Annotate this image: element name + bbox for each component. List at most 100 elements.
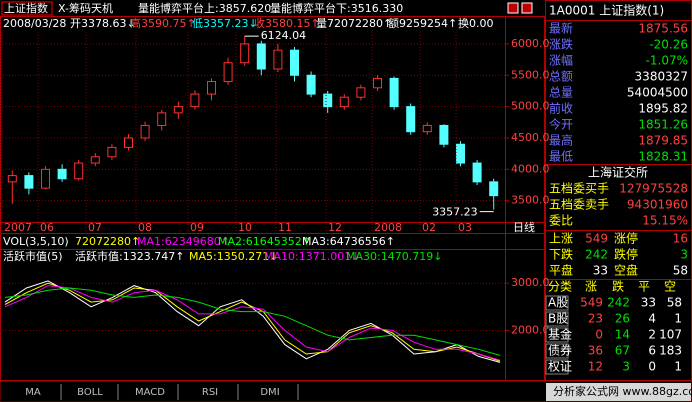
table-cell: B股 bbox=[548, 312, 568, 326]
y-tick-label: 4000.0 bbox=[511, 162, 550, 175]
table-cell: 58 bbox=[667, 296, 682, 310]
breadth-label: 下跌 bbox=[549, 247, 573, 262]
quote-value: -20.26 bbox=[649, 38, 688, 52]
table-cell: 0 bbox=[648, 360, 656, 374]
footer-band bbox=[546, 383, 691, 401]
x-tick-label: 2008 bbox=[374, 221, 402, 234]
table-cell: A股 bbox=[548, 296, 568, 310]
candle-body bbox=[389, 77, 399, 108]
candle-body bbox=[472, 162, 482, 183]
candle-body bbox=[273, 49, 283, 70]
volume-header: VOL(3,5,10) bbox=[3, 235, 69, 248]
quote-item: 额9259254↑ bbox=[388, 17, 457, 30]
order-value: 15.15% bbox=[642, 214, 688, 228]
table-cell: 债券 bbox=[548, 343, 572, 358]
candle-body bbox=[140, 124, 150, 139]
table-cell: 14 bbox=[615, 328, 630, 342]
x-tick-label: 03 bbox=[458, 221, 472, 234]
tab[interactable]: RSI bbox=[202, 387, 218, 398]
indicator-line bbox=[4, 287, 501, 356]
candle-body bbox=[24, 175, 34, 189]
x-tick-label: 11 bbox=[278, 221, 292, 234]
table-cell: 4 bbox=[648, 312, 656, 326]
x-tick-label: 02 bbox=[422, 221, 436, 234]
window-button[interactable] bbox=[521, 2, 533, 14]
symbol: 上证指数 bbox=[4, 1, 48, 15]
table-cell: 67 bbox=[615, 344, 630, 358]
candle-body bbox=[356, 87, 366, 98]
indicator-header: 活跃市值(5) bbox=[3, 249, 63, 263]
table-cell: 权证 bbox=[548, 360, 572, 374]
quote-item: 开3378.63↓ bbox=[70, 17, 136, 30]
candle-body bbox=[306, 74, 316, 95]
quote-value: 54004500 bbox=[627, 86, 688, 100]
order-value: 94301960 bbox=[627, 198, 688, 212]
candle-body bbox=[422, 124, 432, 133]
x-tick-label: 12 bbox=[328, 221, 342, 234]
quote-value: 1828.31 bbox=[638, 150, 688, 164]
tab[interactable]: MACD bbox=[135, 387, 165, 398]
table-cell: 26 bbox=[615, 312, 630, 326]
candle-body bbox=[7, 175, 17, 183]
table-cell: 549 bbox=[580, 296, 603, 310]
quote-value: 1895.82 bbox=[638, 102, 688, 116]
row-label-bg bbox=[545, 295, 569, 311]
candle-body bbox=[489, 181, 499, 197]
legend-entry: MA30:1470.719↓ bbox=[346, 250, 442, 263]
window-button[interactable] bbox=[507, 2, 519, 14]
candle-body bbox=[90, 156, 100, 164]
breadth-value: 242 bbox=[585, 248, 608, 262]
table-cell: 0 bbox=[595, 328, 603, 342]
tab[interactable]: MA bbox=[25, 387, 41, 398]
quote-header: 1A0001 上证指数(1) bbox=[549, 3, 664, 18]
volume-header: MA1:62349680↑ bbox=[137, 235, 230, 248]
breadth-value: 33 bbox=[593, 264, 608, 278]
quote-label: 最低 bbox=[549, 150, 573, 164]
table-cell: 36 bbox=[588, 344, 603, 358]
legend-entry: 活跃市值:1323.747↑ bbox=[75, 249, 184, 263]
tab[interactable]: BOLL bbox=[77, 387, 103, 398]
candle-body bbox=[456, 143, 465, 164]
x-tick-label: 2007 bbox=[4, 221, 32, 234]
quote-item: 收3580.15↑ bbox=[254, 16, 320, 30]
breadth-label: 涨停 bbox=[614, 231, 638, 246]
candle-body bbox=[57, 168, 67, 180]
quote-item: 2008/03/28 bbox=[3, 17, 66, 30]
breadth-value: 549 bbox=[585, 232, 608, 246]
candle-body bbox=[207, 81, 216, 95]
quote-value: 1851.26 bbox=[638, 118, 688, 132]
x-tick-label: 07 bbox=[88, 221, 102, 234]
breadth-label: 上涨 bbox=[549, 231, 573, 246]
upper-level: 量能博弈平台上:3857.620 bbox=[138, 1, 271, 15]
table-cell: 6 bbox=[648, 344, 656, 358]
volume-header: MA2:61645352↑ bbox=[218, 235, 311, 248]
row-label-bg bbox=[545, 343, 569, 359]
tab[interactable]: DMI bbox=[260, 387, 279, 398]
x-tick-label: 09 bbox=[190, 221, 204, 234]
table-cell: 2 bbox=[648, 328, 656, 342]
candle-body bbox=[323, 93, 333, 108]
quote-item: 低3357.23↓ bbox=[192, 17, 258, 30]
table-header: 涨 bbox=[585, 279, 597, 294]
x-tick-label: 10 bbox=[238, 221, 252, 234]
table-cell: 1 bbox=[674, 312, 682, 326]
volume-header: 72072280↑ bbox=[75, 235, 140, 248]
row-label-bg bbox=[545, 359, 569, 375]
y-tick-label: 3000.0 bbox=[511, 276, 550, 289]
legend-entry: MA5:1350.271↓ bbox=[189, 250, 278, 263]
candle-body bbox=[124, 137, 133, 148]
y-tick-label: 5500.0 bbox=[511, 68, 550, 81]
breadth-label: 平盘 bbox=[549, 263, 573, 278]
order-label: 五档委卖手 bbox=[549, 198, 609, 212]
y-tick-label: 3500.0 bbox=[511, 194, 550, 207]
y-tick-label: 6000.0 bbox=[511, 37, 550, 50]
period: 日线 bbox=[513, 220, 535, 234]
table-cell: 183 bbox=[659, 344, 682, 358]
y-tick-label: 2000.0 bbox=[511, 323, 550, 336]
legend-entry: MA10:1371.001↓ bbox=[264, 250, 360, 263]
table-cell: 107 bbox=[659, 328, 682, 342]
candle-body bbox=[439, 124, 449, 145]
quote-value: 3380327 bbox=[635, 70, 688, 84]
symbol-box bbox=[1, 1, 53, 16]
